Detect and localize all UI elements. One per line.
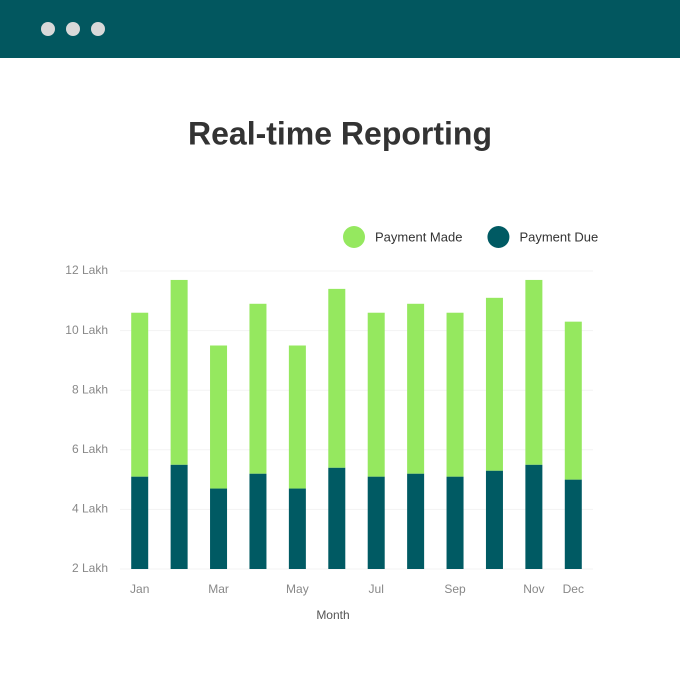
- legend-swatch: [343, 226, 365, 248]
- bar-segment: [249, 303, 267, 474]
- bar-segment: [564, 321, 582, 480]
- x-tick-label: May: [286, 582, 309, 596]
- bar-segment: [446, 312, 464, 477]
- bar-segment: [485, 297, 503, 471]
- bar-segment: [170, 464, 188, 569]
- y-tick-label: 4 Lakh: [72, 502, 108, 516]
- y-tick-label: 8 Lakh: [72, 382, 108, 396]
- bar-segment: [367, 312, 385, 477]
- bar-segment: [485, 470, 503, 569]
- bar-segment: [446, 476, 464, 569]
- bar-segment: [131, 312, 149, 477]
- x-tick-label: Nov: [523, 582, 544, 596]
- x-tick-label: Jan: [130, 582, 149, 596]
- x-tick-label: Dec: [563, 582, 584, 596]
- bar-segment: [249, 473, 267, 569]
- legend-label: Payment Made: [375, 229, 462, 244]
- y-tick-label: 2 Lakh: [72, 561, 108, 575]
- legend-swatch: [487, 226, 510, 248]
- y-tick-label: 12 Lakh: [65, 263, 108, 277]
- bar-segment: [564, 479, 582, 569]
- y-tick-label: 10 Lakh: [65, 323, 108, 337]
- window-dot[interactable]: [41, 22, 55, 36]
- y-tick-label: 6 Lakh: [72, 442, 108, 456]
- x-tick-label: Mar: [208, 582, 229, 596]
- bar-segment: [525, 464, 543, 569]
- x-tick-label: Jul: [369, 582, 384, 596]
- bar-segment: [407, 303, 425, 474]
- bar-segment: [525, 279, 543, 465]
- bar-segment: [170, 279, 188, 465]
- bar-segment: [367, 476, 385, 569]
- window-dot[interactable]: [66, 22, 80, 36]
- bar-segment: [131, 476, 149, 569]
- legend-label: Payment Due: [519, 229, 598, 244]
- bar-segment: [407, 473, 425, 569]
- x-axis-label: Month: [316, 608, 349, 622]
- title-bar: [0, 0, 680, 58]
- window-dot[interactable]: [91, 22, 105, 36]
- bar-segment: [288, 488, 306, 569]
- bar-segment: [210, 345, 228, 489]
- bar-segment: [288, 345, 306, 489]
- bar-segment: [328, 467, 346, 569]
- x-tick-label: Sep: [444, 582, 466, 596]
- bar-segment: [210, 488, 228, 569]
- bar-segment: [328, 288, 346, 468]
- chart-title: Real-time Reporting: [188, 115, 492, 151]
